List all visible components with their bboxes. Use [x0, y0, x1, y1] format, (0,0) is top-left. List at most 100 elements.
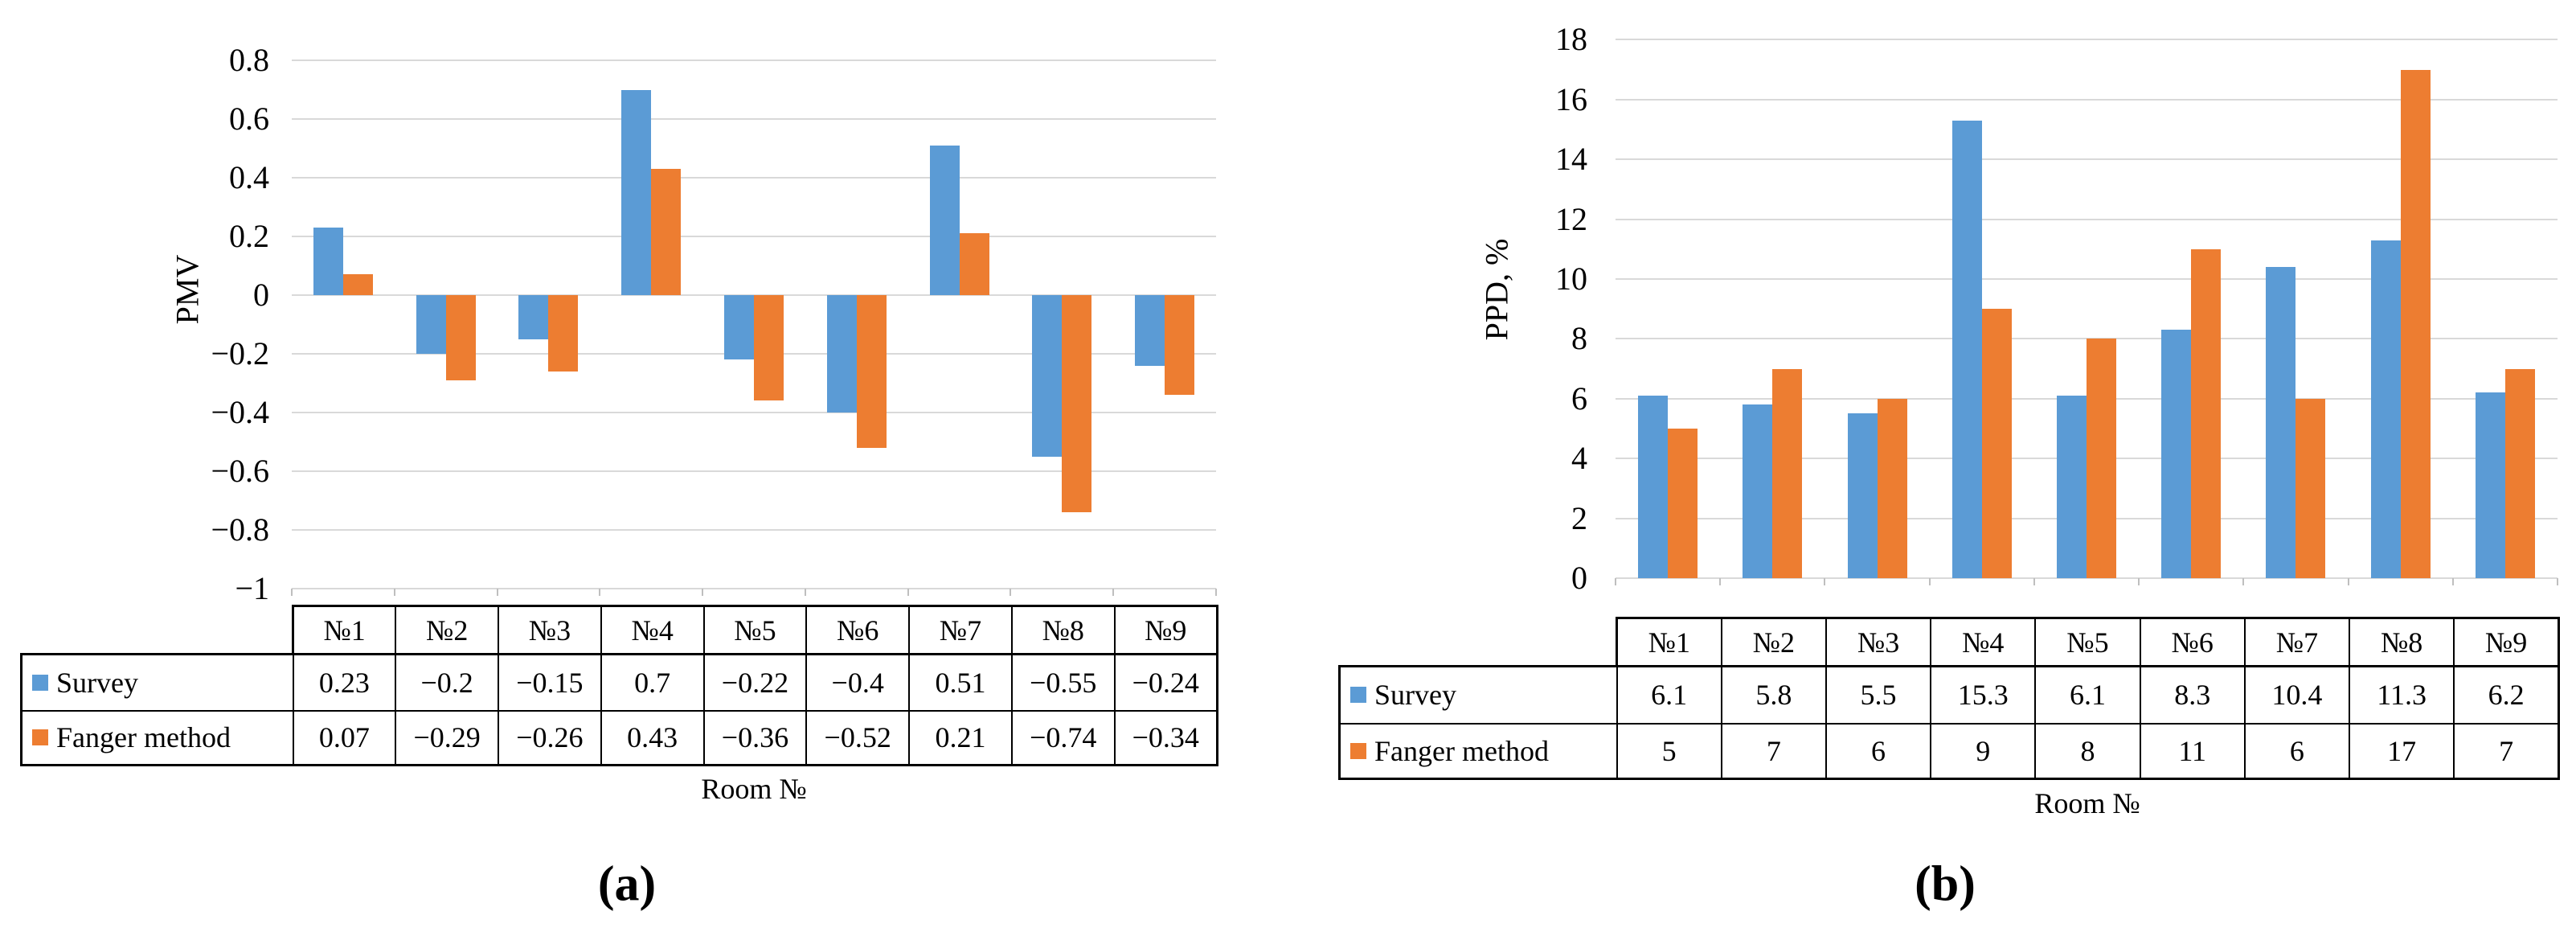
y-tick-label: 2 [1571, 499, 1587, 536]
value-cell-survey-room-4: 15.3 [1930, 665, 2037, 725]
category-axis-tick [393, 589, 395, 596]
value-cell-fanger-method-room-8: −0.74 [1010, 709, 1116, 766]
legend-key: Survey [23, 666, 293, 700]
y-tick-label: −0.6 [211, 453, 269, 489]
value-cell-fanger-method-room-8: 17 [2349, 722, 2455, 780]
column-header-room-8: №8 [1010, 605, 1116, 655]
category-axis-tick [1824, 578, 1826, 585]
value-cell-fanger-method-room-9: 7 [2453, 722, 2560, 780]
category-axis-tick [1112, 589, 1115, 596]
x-axis-title-room: Room № [2034, 787, 2140, 819]
column-header-room-9: №9 [1113, 605, 1218, 655]
table-row-survey: Survey 0.23 −0.2 −0.15 0.7 −0.22 −0.4 0.51 −0.55… [20, 653, 1218, 712]
y-tick-label: 0.4 [229, 159, 269, 195]
data-table: №1 №2 №3 №4 №5 №6 №7 №8 №9 Survey 0.23 −0.2 −0.15 0.7… [20, 605, 1218, 766]
value-cell-fanger-method-room-9: −0.34 [1113, 709, 1218, 766]
value-cell-fanger-method-room-1: 0.07 [292, 709, 397, 766]
bar-survey-4 [621, 89, 652, 295]
gridline [292, 529, 1216, 531]
category-axis-tick [2347, 578, 2349, 585]
table-row-fanger-method: Fanger method 5 7 6 9 8 11 6 17 7 [1338, 722, 2560, 780]
legend-swatch-survey [1350, 687, 1366, 704]
category-axis-tick [291, 589, 293, 596]
value-cell-fanger-method-room-4: 0.43 [600, 709, 705, 766]
bar-survey-8 [1032, 295, 1063, 457]
column-header-room-2: №2 [395, 605, 500, 655]
column-header-room-4: №4 [600, 605, 705, 655]
y-tick-label: 16 [1555, 80, 1587, 117]
series-label-fanger-method: Fanger method [56, 721, 231, 754]
category-axis-tick [1215, 589, 1217, 596]
bar-survey-6 [826, 295, 857, 413]
bar-survey-7 [2266, 267, 2296, 578]
series-label-survey: Survey [1374, 679, 1456, 712]
column-header-room-7: №7 [2243, 617, 2351, 667]
value-cell-survey-room-7: 0.51 [908, 653, 1013, 712]
bar-fanger-method-8 [1062, 295, 1092, 513]
x-axis-title-room: Room № [701, 773, 807, 805]
column-header-room-1: №1 [292, 605, 397, 655]
bar-fanger-method-5 [754, 295, 784, 401]
legend-cell-survey: Survey [20, 653, 294, 712]
table-row-survey: Survey 6.1 5.8 5.5 15.3 6.1 8.3 10.4 11.3 6.2 [1338, 665, 2560, 725]
y-tick-label: 10 [1555, 261, 1587, 297]
gridline [292, 60, 1216, 61]
legend-swatch-fanger-method [1350, 742, 1366, 759]
bar-fanger-method-6 [856, 295, 887, 448]
bar-survey-1 [1638, 396, 1669, 578]
gridline [1616, 158, 2558, 161]
column-header-room-5: №5 [702, 605, 808, 655]
y-tick-label: 0.8 [229, 42, 269, 78]
bar-survey-3 [1847, 413, 1878, 578]
bar-fanger-method-2 [1772, 368, 1803, 578]
gridline [1616, 39, 2558, 41]
legend-cell-survey: Survey [1338, 665, 1618, 725]
value-cell-survey-room-6: −0.4 [805, 653, 911, 712]
gridline [1616, 98, 2558, 101]
column-header-room-8: №8 [2349, 617, 2455, 667]
category-axis-tick [599, 589, 601, 596]
bar-fanger-method-8 [2400, 69, 2431, 578]
bar-survey-8 [2370, 240, 2401, 578]
value-cell-survey-room-2: 5.8 [1720, 665, 1827, 725]
column-header-room-4: №4 [1930, 617, 2037, 667]
value-cell-survey-room-4: 0.7 [600, 653, 705, 712]
y-tick-label: 0.6 [229, 101, 269, 137]
value-cell-fanger-method-room-7: 0.21 [908, 709, 1013, 766]
value-cell-fanger-method-room-3: 6 [1824, 722, 1932, 780]
legend-key: Survey [1341, 678, 1616, 712]
gridline [292, 470, 1216, 472]
bar-survey-4 [1951, 120, 1982, 578]
category-axis-tick [1010, 589, 1012, 596]
bar-survey-2 [1743, 404, 1773, 578]
y-tick-label: 0.2 [229, 218, 269, 254]
value-cell-survey-room-8: 11.3 [2349, 665, 2455, 725]
series-label-fanger-method: Fanger method [1374, 734, 1549, 767]
y-tick-label: 6 [1571, 380, 1587, 417]
value-cell-fanger-method-room-5: 8 [2034, 722, 2141, 780]
category-axis-tick [2138, 578, 2140, 585]
value-cell-survey-room-8: −0.55 [1010, 653, 1116, 712]
category-axis-tick [702, 589, 704, 596]
bar-fanger-method-4 [1981, 309, 2012, 578]
value-cell-survey-room-5: 6.1 [2034, 665, 2141, 725]
value-cell-survey-room-3: 5.5 [1824, 665, 1932, 725]
value-cell-fanger-method-room-7: 6 [2243, 722, 2351, 780]
bar-survey-5 [724, 295, 754, 360]
y-tick-label: −0.4 [211, 394, 269, 430]
column-header-room-3: №3 [1824, 617, 1932, 667]
bar-fanger-method-5 [2087, 339, 2116, 578]
category-axis-tick [804, 589, 806, 596]
category-axis-tick [1719, 578, 1722, 585]
category-axis-tick [907, 589, 909, 596]
value-cell-survey-room-9: −0.24 [1113, 653, 1218, 712]
gridline [292, 412, 1216, 413]
column-header-room-7: №7 [908, 605, 1013, 655]
table-corner-spacer [1340, 618, 1617, 667]
legend-swatch-fanger-method [32, 729, 48, 746]
column-header-room-3: №3 [498, 605, 602, 655]
gridline [1616, 218, 2558, 220]
bar-fanger-method-9 [1165, 295, 1195, 396]
